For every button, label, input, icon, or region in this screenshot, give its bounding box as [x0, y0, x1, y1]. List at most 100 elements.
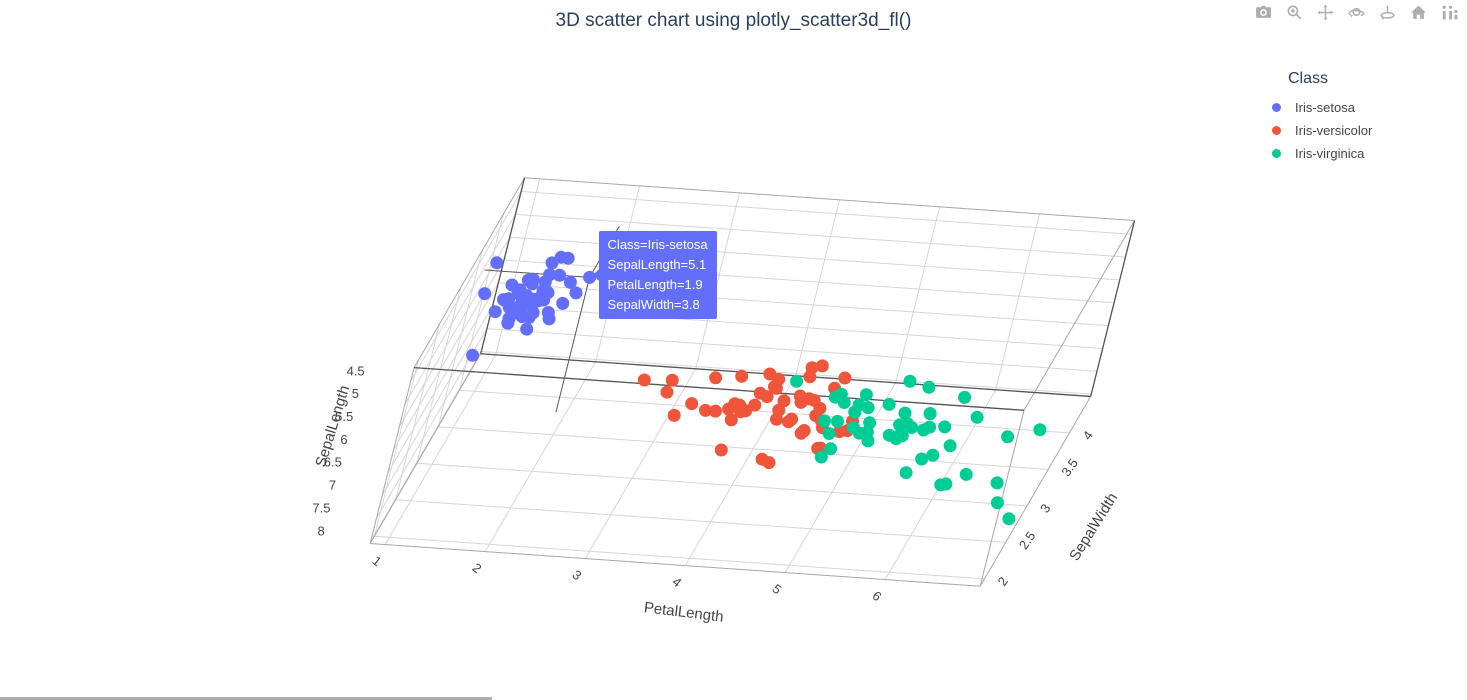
pan-icon[interactable]: [1315, 2, 1339, 26]
scatter-point[interactable]: [556, 296, 570, 310]
scatter-point[interactable]: [513, 299, 526, 313]
scatter-point[interactable]: [782, 415, 795, 429]
scatter-point[interactable]: [807, 393, 821, 407]
scatter-point[interactable]: [478, 287, 492, 301]
scatter-point[interactable]: [490, 256, 504, 270]
scatter-point[interactable]: [882, 428, 896, 442]
scatter-point[interactable]: [1001, 430, 1015, 444]
tooltip-line: Class=Iris-setosa: [607, 237, 708, 253]
scatter-point[interactable]: [939, 477, 953, 491]
y-tick-label: 3: [1037, 501, 1053, 516]
y-axis-title: SepalWidth: [1066, 490, 1121, 564]
scatter-point[interactable]: [922, 380, 936, 394]
z-tick-label: 5: [352, 386, 359, 401]
scatter-point[interactable]: [797, 424, 811, 437]
scatter-point[interactable]: [805, 361, 819, 375]
scatter-point[interactable]: [959, 467, 973, 481]
scatter-point[interactable]: [990, 476, 1004, 490]
scatter-point[interactable]: [724, 413, 738, 427]
scatter-point[interactable]: [898, 406, 912, 420]
scatter-point[interactable]: [513, 288, 527, 302]
scatter-point[interactable]: [488, 305, 502, 319]
scatter-point[interactable]: [882, 397, 896, 411]
scatter-point[interactable]: [502, 312, 516, 326]
scatter-point[interactable]: [665, 373, 679, 387]
scatter-point[interactable]: [822, 427, 836, 440]
scatter-point[interactable]: [899, 466, 913, 480]
legend-item[interactable]: Iris-virginica: [1266, 142, 1372, 165]
scatter-point[interactable]: [660, 385, 674, 399]
scatter-point[interactable]: [526, 272, 540, 286]
plotly-logo-icon[interactable]: [1439, 2, 1463, 26]
scatter-point[interactable]: [915, 452, 929, 466]
scatter-point[interactable]: [859, 388, 873, 402]
scatter-point[interactable]: [903, 374, 917, 388]
zoom-icon[interactable]: [1284, 2, 1308, 26]
scatter-point[interactable]: [553, 268, 567, 282]
scatter-point[interactable]: [709, 371, 723, 385]
legend-item[interactable]: Iris-setosa: [1266, 96, 1372, 119]
scatter-point[interactable]: [863, 416, 877, 430]
scatter-point[interactable]: [497, 293, 510, 307]
scatter-point[interactable]: [790, 374, 804, 388]
scatter-point[interactable]: [505, 278, 519, 292]
scatter-point[interactable]: [893, 418, 907, 432]
legend-item[interactable]: Iris-versicolor: [1266, 119, 1372, 142]
scatter-point[interactable]: [734, 405, 748, 419]
scatter-point[interactable]: [990, 496, 1004, 510]
scatter-point[interactable]: [735, 369, 749, 383]
cube-edge: [413, 177, 526, 368]
scatter-point[interactable]: [794, 395, 808, 409]
scatter-point[interactable]: [926, 448, 940, 462]
scatter-point[interactable]: [526, 297, 540, 311]
orbit-rotation-icon[interactable]: [1346, 2, 1370, 26]
scatter-point[interactable]: [958, 390, 972, 404]
scatter-point[interactable]: [815, 359, 829, 373]
scatter-point[interactable]: [828, 390, 842, 404]
turntable-rotation-icon[interactable]: [1377, 2, 1401, 26]
scatter-point[interactable]: [970, 410, 984, 424]
scatter-point[interactable]: [772, 403, 786, 417]
legend-marker-icon: [1272, 149, 1281, 158]
camera-icon[interactable]: [1253, 2, 1277, 26]
scatter-point[interactable]: [831, 414, 844, 428]
legend-marker-icon: [1272, 126, 1281, 135]
scatter-point[interactable]: [466, 348, 480, 362]
scatter-point[interactable]: [545, 256, 559, 270]
scatter-point[interactable]: [818, 414, 831, 428]
scatter-point[interactable]: [917, 423, 930, 437]
scatter-point[interactable]: [520, 322, 534, 336]
scatter-point[interactable]: [563, 275, 577, 289]
scatter-point[interactable]: [667, 408, 681, 422]
scatter-point[interactable]: [515, 310, 529, 323]
scatter-point[interactable]: [768, 380, 781, 394]
scatter-point[interactable]: [709, 404, 722, 418]
scatter-point[interactable]: [1002, 512, 1016, 526]
scatter-point[interactable]: [755, 452, 769, 466]
scatter-point[interactable]: [905, 421, 919, 434]
scatter-point[interactable]: [685, 397, 699, 411]
scatter-point[interactable]: [938, 420, 952, 434]
grid-line: [381, 305, 494, 496]
grid-line: [458, 214, 504, 391]
scatter-point[interactable]: [541, 306, 555, 319]
grid-line: [584, 368, 697, 559]
scatter-point[interactable]: [699, 403, 712, 417]
scatter-point[interactable]: [569, 286, 583, 300]
scatter-point[interactable]: [536, 284, 550, 298]
horizontal-scrollbar[interactable]: [0, 697, 492, 700]
reset-camera-icon[interactable]: [1408, 2, 1432, 26]
scatter-point[interactable]: [923, 407, 937, 421]
scatter-point[interactable]: [848, 405, 862, 419]
grid-line: [410, 191, 522, 382]
scatter-point[interactable]: [637, 373, 651, 387]
scatter-point[interactable]: [753, 386, 767, 400]
grid-line: [995, 213, 1041, 390]
scatter-point[interactable]: [838, 371, 852, 385]
scatter-point[interactable]: [824, 442, 838, 456]
scatter-point[interactable]: [814, 450, 828, 464]
grid-line: [373, 360, 419, 537]
scatter-point[interactable]: [714, 443, 728, 457]
scatter-point[interactable]: [1033, 423, 1047, 437]
scatter-point[interactable]: [943, 439, 957, 453]
